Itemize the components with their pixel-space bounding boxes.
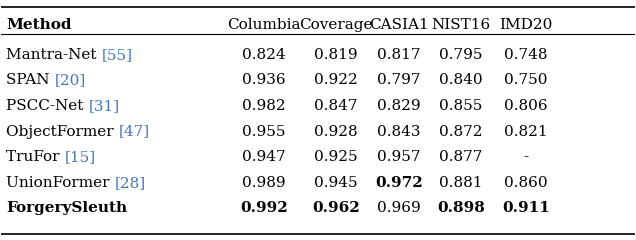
Text: 0.819: 0.819 xyxy=(314,48,357,62)
Text: TruFor: TruFor xyxy=(6,150,65,164)
Text: Columbia: Columbia xyxy=(228,18,301,32)
Text: 0.911: 0.911 xyxy=(502,202,550,216)
Text: Mantra-Net: Mantra-Net xyxy=(6,48,102,62)
Text: SPAN: SPAN xyxy=(6,73,55,87)
Text: 0.955: 0.955 xyxy=(242,125,286,139)
Text: -: - xyxy=(523,150,529,164)
Text: [15]: [15] xyxy=(65,150,95,164)
Text: 0.957: 0.957 xyxy=(377,150,421,164)
Text: 0.829: 0.829 xyxy=(377,99,421,113)
Text: 0.843: 0.843 xyxy=(377,125,421,139)
Text: [20]: [20] xyxy=(55,73,86,87)
Text: ObjectFormer: ObjectFormer xyxy=(6,125,119,139)
Text: 0.928: 0.928 xyxy=(314,125,357,139)
Text: UnionFormer: UnionFormer xyxy=(6,176,115,190)
Text: 0.945: 0.945 xyxy=(314,176,357,190)
Text: 0.936: 0.936 xyxy=(242,73,286,87)
Text: 0.898: 0.898 xyxy=(437,202,485,216)
Text: [55]: [55] xyxy=(101,48,132,62)
Text: [28]: [28] xyxy=(114,176,146,190)
Text: 0.860: 0.860 xyxy=(504,176,548,190)
Text: 0.847: 0.847 xyxy=(314,99,357,113)
Text: Method: Method xyxy=(6,18,72,32)
Text: 0.922: 0.922 xyxy=(314,73,357,87)
Text: 0.982: 0.982 xyxy=(242,99,286,113)
Text: 0.817: 0.817 xyxy=(377,48,421,62)
Text: 0.872: 0.872 xyxy=(439,125,483,139)
Text: 0.962: 0.962 xyxy=(312,202,359,216)
Text: 0.855: 0.855 xyxy=(439,99,483,113)
Text: PSCC-Net: PSCC-Net xyxy=(6,99,88,113)
Text: 0.840: 0.840 xyxy=(439,73,483,87)
Text: 0.797: 0.797 xyxy=(377,73,421,87)
Text: IMD20: IMD20 xyxy=(499,18,553,32)
Text: 0.824: 0.824 xyxy=(242,48,286,62)
Text: 0.992: 0.992 xyxy=(240,202,288,216)
Text: 0.969: 0.969 xyxy=(377,202,421,216)
Text: 0.925: 0.925 xyxy=(314,150,357,164)
Text: NIST16: NIST16 xyxy=(431,18,491,32)
Text: 0.748: 0.748 xyxy=(504,48,548,62)
Text: ForgerySleuth: ForgerySleuth xyxy=(6,202,128,216)
Text: 0.972: 0.972 xyxy=(375,176,423,190)
Text: Coverage: Coverage xyxy=(299,18,373,32)
Text: CASIA1: CASIA1 xyxy=(369,18,429,32)
Text: 0.806: 0.806 xyxy=(504,99,548,113)
Text: 0.989: 0.989 xyxy=(242,176,286,190)
Text: 0.877: 0.877 xyxy=(439,150,483,164)
Text: 0.795: 0.795 xyxy=(439,48,483,62)
Text: 0.881: 0.881 xyxy=(439,176,483,190)
Text: [31]: [31] xyxy=(88,99,120,113)
Text: [47]: [47] xyxy=(118,125,149,139)
Text: 0.821: 0.821 xyxy=(504,125,548,139)
Text: 0.947: 0.947 xyxy=(242,150,286,164)
Text: 0.750: 0.750 xyxy=(504,73,548,87)
